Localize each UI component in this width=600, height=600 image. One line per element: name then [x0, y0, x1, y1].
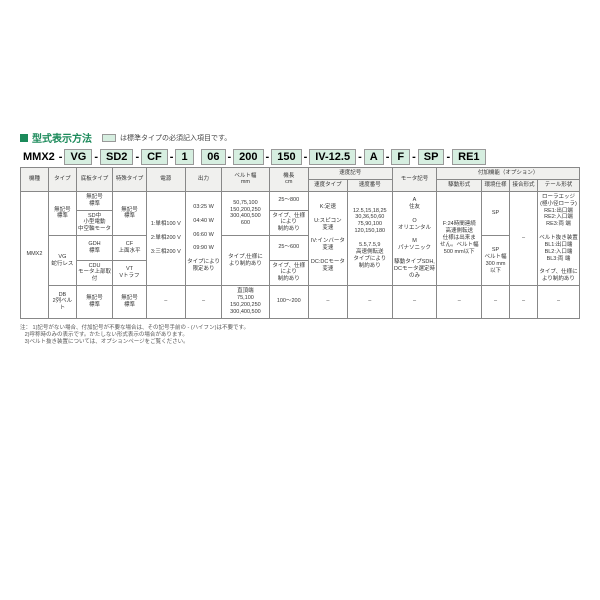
note-2: 2)呼称時のみの表示です。かたしない形式表示の場合があります。	[25, 332, 188, 338]
cell-dash: –	[437, 286, 482, 319]
th-beltwidth-a: ベルト幅	[234, 173, 256, 179]
cell-dash: –	[482, 286, 510, 319]
cell-machine: MMX2	[21, 191, 49, 318]
th-motor: モータ記号	[392, 168, 437, 192]
th-length: 機長 cm	[269, 168, 308, 192]
th-beltwidth-b: mm	[241, 179, 250, 185]
cell-volt: 1:単相100 V 2:単相200 V 3:三相200 V	[146, 191, 185, 285]
table-row: DB2列ベルト 無記号標準 無記号標準 – – 直頂端75,100150,200…	[21, 286, 580, 319]
th-output: 出力	[185, 168, 221, 192]
model-length: 150	[271, 149, 301, 165]
th-type: タイプ	[48, 168, 76, 192]
cell-tail: ローラエッジ(極小径ローラ)RE1:出口端RE2:入口端RE3:両 端 ベルト抜…	[537, 191, 579, 285]
cell-spec-std: 無記号標準	[113, 191, 147, 235]
cell-len-b: タイプ、仕様により制約あり	[269, 210, 308, 236]
cell-beltw-b: タイプ,仕様により制約あり	[222, 236, 270, 286]
cell-out: 03:25 W 04:40 W 06:60 W 09:90 W タイプにより限定…	[185, 191, 221, 285]
model-motor: A	[364, 149, 384, 165]
th-speednum: 速度番号	[347, 179, 392, 191]
table-row: MMX2 無記号標準 無記号標準 無記号標準 1:単相100 V 2:単相200…	[21, 191, 580, 210]
cell-len-c: 25〜600	[269, 236, 308, 260]
cell-motor: A住友 Oオリエンタル Mパナソニック 駆動タイプSDH,DCモータ選定時のみ	[392, 191, 437, 285]
th-length-b: cm	[285, 179, 292, 185]
model-base: SD2	[100, 149, 133, 165]
th-option-group: 付加機能（オプション）	[437, 168, 580, 180]
cell-drive: F:24時間連続高速側転送仕様は出来ません。ベルト幅500 mm以下	[437, 191, 482, 285]
note-1: 1)記号がない場合、付加記号が不要な場合は、その記号手前の - (ハイフン)は不…	[33, 325, 249, 331]
table-row: VG蛇行レス GDH標準 CF上面水平 タイプ,仕様により制約あり 25〜600…	[21, 236, 580, 260]
cell-dash: –	[510, 286, 538, 319]
cell-beltw-a: 50,75,100150,200,250300,400,500600	[222, 191, 270, 235]
cell-env: SP	[482, 191, 510, 235]
th-speedtype: 速度タイプ	[308, 179, 347, 191]
th-tail: テール形状	[537, 179, 579, 191]
th-length-a: 機長	[283, 173, 294, 179]
accent-square-icon	[20, 134, 28, 142]
model-output: 06	[201, 149, 225, 165]
cell-spd-n: 12.5,15,18,2530,36,50,6075,90,100120,150…	[347, 191, 392, 285]
model-speed: IV-12.5	[309, 149, 356, 165]
cell-len-e: 100〜200	[269, 286, 308, 319]
cell-dash: –	[347, 286, 392, 319]
cell-base-std: 無記号標準	[76, 191, 112, 210]
legend-swatch	[102, 134, 116, 142]
cell-base-sd: SD中小型電動中空軸モータ	[76, 210, 112, 236]
model-beltwidth: 200	[233, 149, 263, 165]
note-3: 3)ベルト抜き装置については、オプションページをご覧ください。	[25, 339, 189, 345]
model-type: VG	[64, 149, 92, 165]
legend-text: は標準タイプの必須記入項目です。	[120, 133, 231, 143]
cell-dash: –	[537, 286, 579, 319]
cell-dash: –	[392, 286, 437, 319]
section-title: 型式表示方法	[32, 130, 92, 145]
th-voltage: 電源	[146, 168, 185, 192]
model-machine: MMX2	[20, 150, 58, 164]
model-voltage: 1	[175, 149, 193, 165]
model-drive: F	[391, 149, 410, 165]
th-env: 環境仕様	[482, 179, 510, 191]
th-speed-group: 速度記号	[308, 168, 392, 180]
model-special: CF	[141, 149, 168, 165]
th-drive: 駆動形式	[437, 179, 482, 191]
th-beltwidth: ベルト幅 mm	[222, 168, 270, 192]
note-lead: 注：	[20, 325, 31, 331]
footnotes: 注： 1)記号がない場合、付加記号が不要な場合は、その記号手前の - (ハイフン…	[20, 325, 580, 347]
spec-table: 機種 タイプ 底板タイプ 特殊タイプ 電源 出力 ベルト幅 mm 機長 cm 速…	[20, 167, 580, 319]
th-joint: 接合形式	[510, 179, 538, 191]
cell-joint: –	[510, 191, 538, 285]
model-tail: RE1	[452, 149, 485, 165]
cell-len-d: タイプ、仕様により制約あり	[269, 260, 308, 286]
th-base: 底板タイプ	[76, 168, 112, 192]
model-number-row: MMX2 - VG - SD2 - CF - 1 - 06 - 200 - 15…	[20, 149, 580, 165]
cell-base-std2: 無記号標準	[76, 286, 112, 319]
cell-dash: –	[146, 286, 185, 319]
cell-base-gdh: GDH標準	[76, 236, 112, 260]
cell-dash: –	[308, 286, 347, 319]
cell-dash: –	[185, 286, 221, 319]
cell-type-std: 無記号標準	[48, 191, 76, 235]
th-machine: 機種	[21, 168, 49, 192]
cell-spd-t: K:定速 U:スピコン変速 IV:インバータ変速 DC:DCモータ変速	[308, 191, 347, 285]
section-header: 型式表示方法 は標準タイプの必須記入項目です。	[20, 130, 580, 145]
cell-spec-cf: CF上面水平	[113, 236, 147, 260]
cell-spec-std2: 無記号標準	[113, 286, 147, 319]
cell-type-vg: VG蛇行レス	[48, 236, 76, 286]
cell-beltw-c: 直頂端75,100150,200,250300,400,500	[222, 286, 270, 319]
cell-env2: SPベルト幅300 mm以下	[482, 236, 510, 286]
cell-type-db: DB2列ベルト	[48, 286, 76, 319]
cell-base-cdu: CDUモータ上部取付	[76, 260, 112, 286]
cell-len-a: 25〜800	[269, 191, 308, 210]
th-special: 特殊タイプ	[113, 168, 147, 192]
cell-spec-vt: VTVトラフ	[113, 260, 147, 286]
model-env: SP	[418, 149, 445, 165]
